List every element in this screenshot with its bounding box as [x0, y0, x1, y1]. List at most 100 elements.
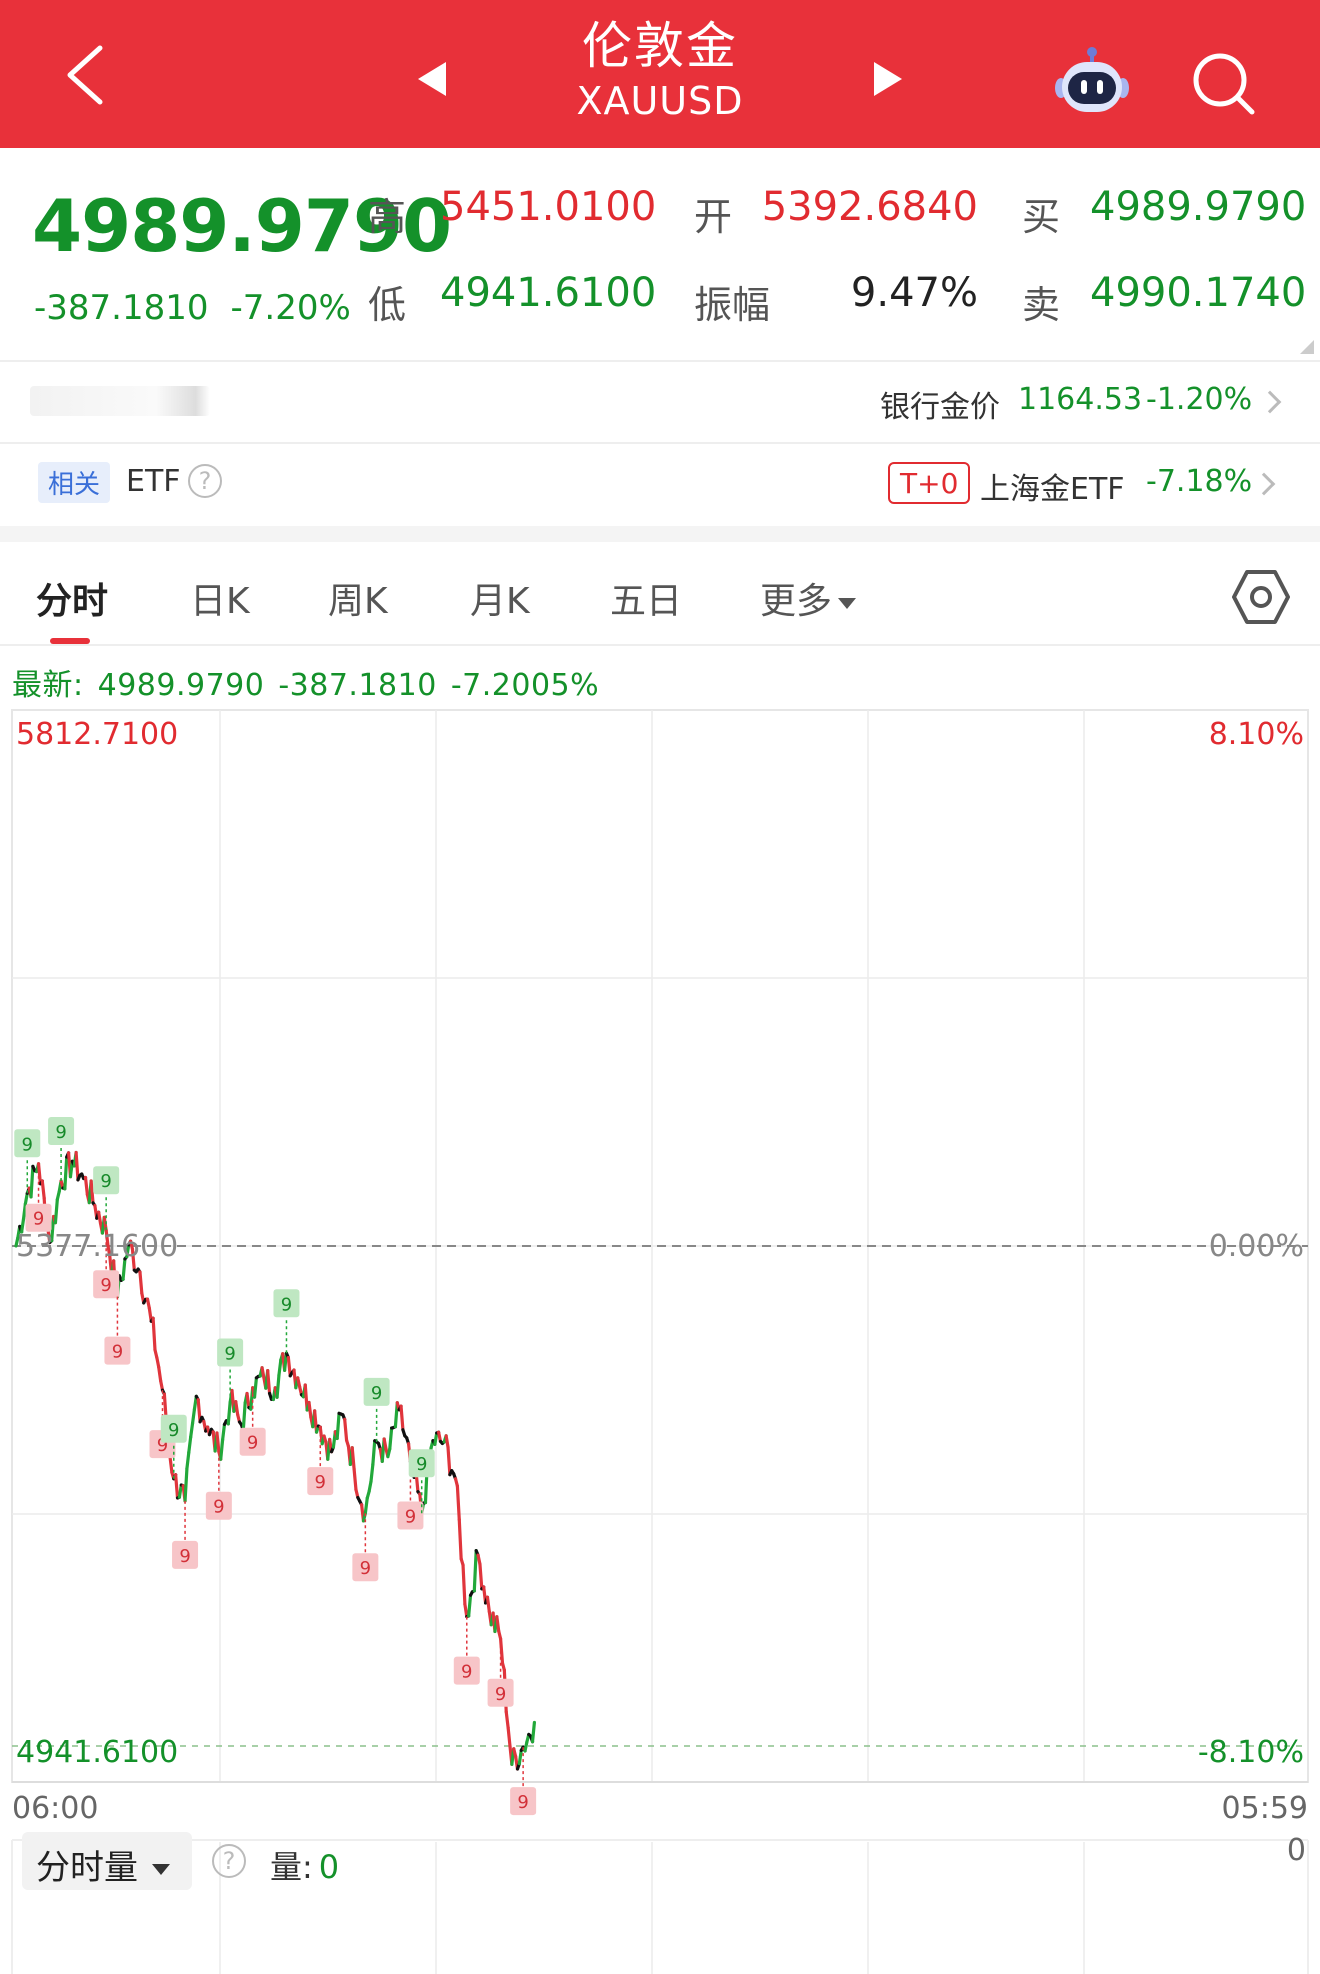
low-value: 4941.6100: [440, 270, 657, 316]
sell-signal-marker: 9: [487, 1638, 514, 1707]
tab-intraday[interactable]: 分时: [36, 581, 109, 622]
high-label: 高: [368, 195, 407, 239]
tab-weekly-k[interactable]: 周K: [328, 581, 388, 622]
price-segment: [36, 1162, 43, 1186]
price-segment: [23, 1191, 29, 1206]
bank-gold-row[interactable]: 银行金价 1164.53 -1.20%: [0, 362, 1320, 442]
marker-label: 9: [55, 1122, 66, 1143]
latest-price: 4989.9790: [97, 668, 265, 703]
marker-label: 9: [461, 1662, 472, 1683]
blurred-placeholder: [30, 386, 210, 416]
price-segment: [277, 1358, 283, 1377]
t0-badge: T+0: [888, 462, 971, 504]
open-value: 5392.6840: [761, 184, 978, 230]
y-axis-top-label: 5812.7100: [16, 717, 178, 752]
sell-signal-marker: 9: [510, 1747, 537, 1816]
price-change-pct: -7.20%: [230, 288, 351, 328]
etf-name[interactable]: 上海金ETF: [980, 472, 1125, 507]
marker-label: 9: [100, 1275, 111, 1296]
price-segment: [196, 1398, 202, 1424]
price-segment: [371, 1439, 377, 1466]
marker-box: [93, 1166, 120, 1195]
help-icon[interactable]: ?: [188, 464, 222, 498]
y-axis-bottom-label: 4941.6100: [16, 1735, 178, 1770]
price-segment: [157, 1365, 163, 1383]
price-segment: [187, 1435, 193, 1455]
price-segment: [433, 1431, 439, 1446]
divider: [0, 442, 1320, 444]
price-segment: [125, 1243, 131, 1259]
previous-instrument-icon[interactable]: [416, 60, 448, 98]
price-segment: [363, 1496, 369, 1515]
price-segment: [121, 1257, 127, 1281]
price-segment: [530, 1720, 537, 1744]
price-segment: [40, 1179, 46, 1200]
next-instrument-icon[interactable]: [872, 60, 904, 98]
related-etf-row[interactable]: 相关 ETF ? T+0 上海金ETF -7.18%: [0, 444, 1320, 526]
chart-settings-icon[interactable]: [1232, 568, 1290, 626]
price-segment: [399, 1404, 405, 1432]
marker-box: [239, 1427, 266, 1456]
price-segment: [241, 1401, 247, 1433]
sell-signal-marker: 9: [25, 1163, 52, 1232]
price-segment: [151, 1316, 157, 1352]
buy-value: 4989.9790: [1090, 184, 1307, 230]
latest-change-pct: -7.2005%: [450, 668, 600, 703]
marker-box: [453, 1656, 480, 1685]
price-segment: [20, 1217, 26, 1234]
related-tag: 相关: [38, 462, 111, 503]
marker-label: 9: [168, 1420, 179, 1441]
dropdown-triangle-icon: [152, 1864, 170, 1875]
tab-five-day[interactable]: 五日: [610, 581, 683, 622]
price-change-line: -387.1810 -7.20%: [34, 288, 351, 328]
price-segment: [352, 1467, 358, 1492]
marker-label: 9: [22, 1134, 33, 1155]
volume-indicator-select[interactable]: 分时量: [22, 1832, 192, 1890]
latest-change: -387.1810: [278, 668, 437, 703]
marker-label: 9: [112, 1342, 123, 1363]
price-segment: [74, 1150, 80, 1182]
price-segment: [183, 1466, 189, 1503]
marker-box: [510, 1787, 537, 1816]
search-icon[interactable]: [1188, 48, 1258, 118]
marker-label: 9: [360, 1558, 371, 1579]
ai-assistant-robot-icon[interactable]: [1054, 44, 1130, 116]
price-segment: [190, 1407, 197, 1425]
volume-readout: 量: 0: [270, 1842, 339, 1888]
price-segment: [168, 1455, 174, 1475]
price-segment: [286, 1355, 292, 1378]
pct-axis-bottom-label: -8.10%: [1198, 1735, 1304, 1770]
price-segment: [367, 1479, 373, 1493]
marker-label: 9: [495, 1684, 506, 1705]
volume-help-icon[interactable]: ?: [212, 1844, 246, 1878]
price-segment: [455, 1484, 461, 1522]
price-segment: [478, 1562, 484, 1591]
price-segment: [159, 1379, 165, 1392]
price-segment: [215, 1431, 221, 1454]
marker-label: 9: [517, 1792, 528, 1813]
sell-signal-marker: 9: [352, 1513, 379, 1582]
marker-label: 9: [33, 1209, 44, 1230]
chevron-right-icon: [1252, 472, 1276, 496]
buy-signal-marker: 9: [273, 1289, 300, 1354]
marker-label: 9: [179, 1546, 190, 1567]
tab-daily-k[interactable]: 日K: [190, 581, 250, 622]
tab-monthly-k[interactable]: 月K: [470, 581, 530, 622]
marker-label: 9: [371, 1383, 382, 1404]
marker-label: 9: [405, 1507, 416, 1528]
x-axis-start-label: 06:00: [12, 1791, 98, 1826]
price-segment: [174, 1473, 180, 1500]
price-segment: [21, 1202, 27, 1221]
etf-change-pct: -7.18%: [1146, 464, 1253, 499]
buy-signal-marker: 9: [93, 1166, 120, 1231]
back-arrow-icon[interactable]: [58, 40, 118, 110]
expand-corner-icon[interactable]: [1300, 340, 1314, 354]
x-axis-end-label: 05:59: [1222, 1791, 1308, 1826]
price-segment: [155, 1356, 161, 1369]
price-segment: [457, 1518, 463, 1561]
page-title: 伦敦金: [582, 17, 738, 75]
tab-more[interactable]: 更多: [760, 572, 857, 624]
tab-more-label: 更多: [760, 581, 833, 622]
